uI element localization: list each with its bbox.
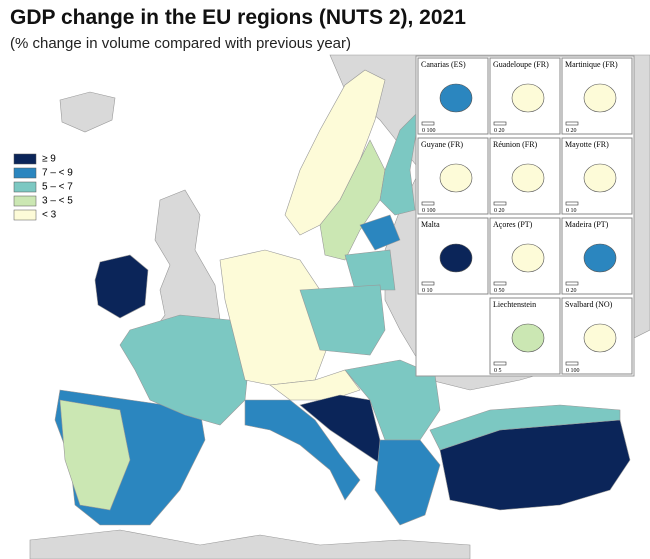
inset-land: [511, 83, 545, 113]
legend-swatch: [13, 195, 37, 207]
subtitle: (% change in volume compared with previo…: [10, 35, 351, 52]
scale-bar: [421, 121, 435, 126]
inset-title: Réunion (FR): [493, 140, 538, 149]
legend-swatch: [13, 209, 37, 221]
scale-label: 0 20: [494, 208, 505, 214]
legend: ≥ 9 7 – < 9 5 – < 7 3 – < 5 < 3: [13, 153, 73, 221]
france: [119, 314, 251, 426]
baltics: [344, 249, 396, 291]
romania: [344, 359, 441, 441]
scale-bar: [565, 281, 579, 286]
insets: Canarias (ES) 0 100 Guadeloupe (FR) 0 20 Mar…: [415, 55, 635, 377]
legend-label: ≥ 9: [42, 154, 56, 165]
scale-bar: [421, 201, 435, 206]
greece: [374, 439, 441, 526]
inset-land: [439, 83, 473, 113]
inset-land: [511, 243, 545, 273]
inset-title: Liechtenstein: [493, 300, 536, 309]
legend-swatch: [13, 167, 37, 179]
inset-title: Mayotte (FR): [565, 140, 609, 149]
scale-bar: [493, 361, 507, 366]
iberia-west: [59, 399, 131, 511]
inset-box: [489, 217, 561, 295]
legend-label: 7 – < 9: [42, 168, 73, 179]
scale-label: 0 50: [494, 288, 505, 294]
inset-title: Canarias (ES): [421, 60, 466, 69]
scale-bar: [565, 361, 579, 366]
scale-label: 0 20: [494, 128, 505, 134]
legend-swatch: [13, 181, 37, 193]
inset-land: [511, 163, 545, 193]
scale-label: 0 20: [566, 288, 577, 294]
title: GDP change in the EU regions (NUTS 2), 2…: [10, 6, 466, 29]
scale-label: 0 10: [566, 208, 577, 214]
scale-label: 0 10: [422, 288, 433, 294]
africa: [29, 529, 471, 559]
inset-land: [439, 163, 473, 193]
estonia: [359, 214, 401, 251]
turkey-north: [429, 404, 621, 451]
scale-label: 0 100: [566, 368, 580, 374]
inset-title: Madeira (PT): [565, 220, 609, 229]
scale-label: 0 100: [422, 208, 436, 214]
finland: [379, 109, 421, 216]
inset-land: [583, 163, 617, 193]
iceland: [59, 91, 116, 133]
poland: [299, 284, 386, 356]
inset-title: Guyane (FR): [421, 140, 463, 149]
scale-bar: [565, 121, 579, 126]
scale-label: 0 100: [422, 128, 436, 134]
scale-label: 0 20: [566, 128, 577, 134]
scale-bar: [493, 201, 507, 206]
inset-land: [511, 323, 545, 353]
norway: [284, 69, 386, 236]
inset-title: Svalbard (NO): [565, 300, 613, 309]
inset-title: Guadeloupe (FR): [493, 60, 549, 69]
scale-bar: [421, 281, 435, 286]
scale-bar: [493, 121, 507, 126]
inset-land: [583, 243, 617, 273]
scale-bar: [493, 281, 507, 286]
legend-label: 3 – < 5: [42, 196, 73, 207]
legend-label: 5 – < 7: [42, 182, 73, 193]
ireland: [94, 254, 149, 319]
inset-title: Açores (PT): [493, 220, 533, 229]
inset-land: [439, 243, 473, 273]
scale-bar: [565, 201, 579, 206]
inset-land: [583, 323, 617, 353]
inset-land: [583, 83, 617, 113]
inset-title: Malta: [421, 220, 440, 229]
scale-label: 0 5: [494, 368, 502, 374]
italy: [244, 399, 361, 501]
inset-title: Martinique (FR): [565, 60, 618, 69]
legend-swatch: [13, 153, 37, 165]
legend-label: < 3: [42, 210, 57, 221]
